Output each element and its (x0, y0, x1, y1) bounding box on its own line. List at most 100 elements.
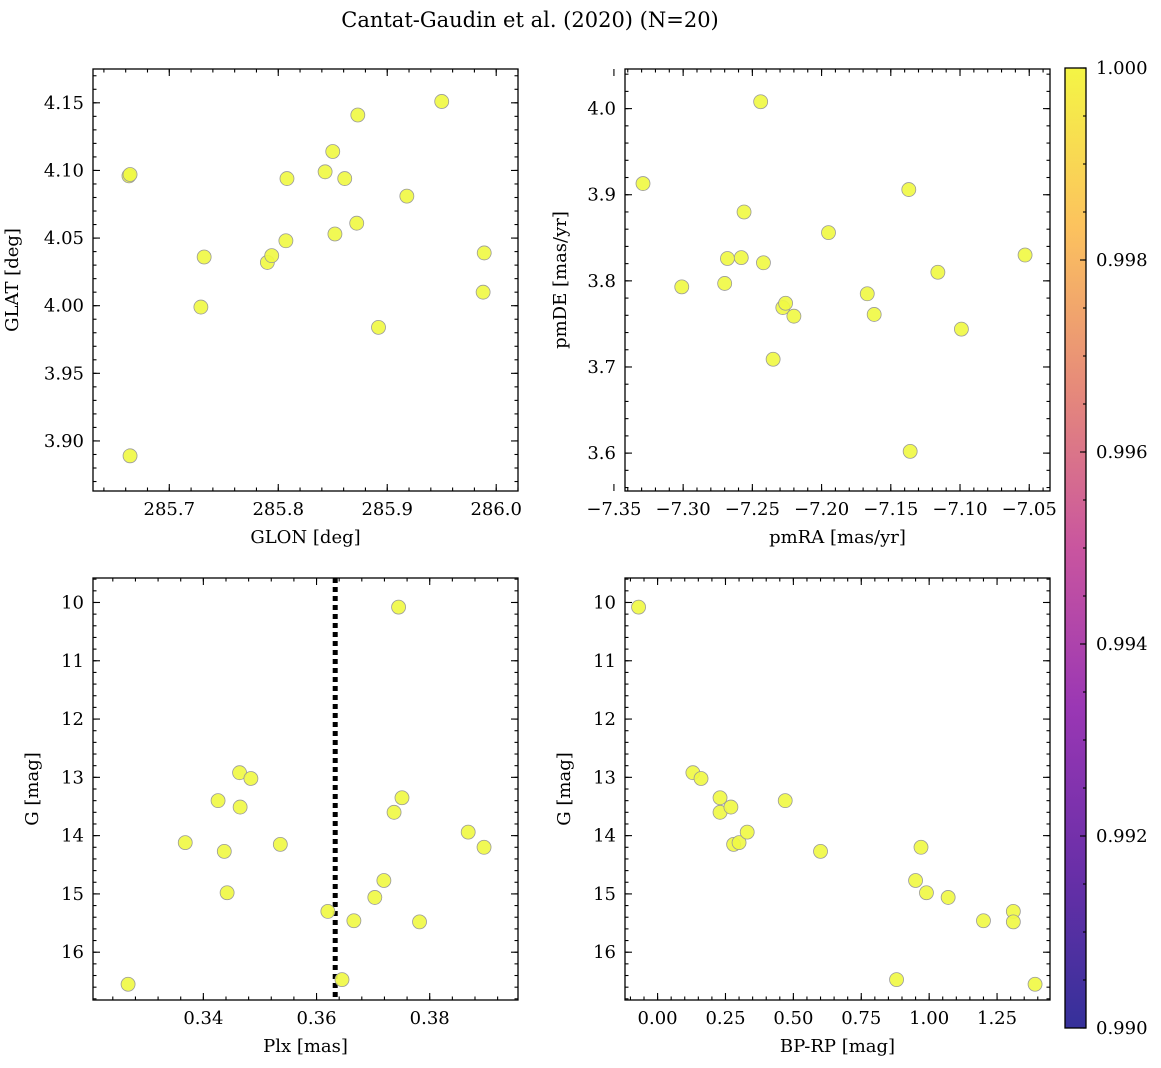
data-point (399, 188, 415, 204)
data-point (394, 790, 410, 806)
data-point (908, 873, 923, 888)
panel-plx-g: 0.34 0.36 0.38 10 11 12 13 14 15 16 Plx [mas] G [ma… (22, 577, 519, 1057)
data-point (902, 443, 918, 459)
data-point (940, 890, 956, 905)
x-axis-label: Plx [mas] (263, 1036, 348, 1057)
data-point (434, 94, 450, 109)
data-point (120, 976, 136, 992)
figure-title: Cantat-Gaudin et al. (2020) (N=20) (341, 8, 719, 32)
y-tick-label: 13 (593, 767, 616, 788)
data-point (712, 790, 728, 806)
x-tick-label: −7.15 (863, 499, 918, 520)
data-point (889, 972, 904, 987)
data-point (765, 351, 781, 367)
y-tick-label: 3.7 (587, 357, 616, 378)
data-point (786, 308, 802, 324)
y-tick-label: 3.90 (44, 431, 84, 452)
data-point (919, 885, 934, 901)
data-point (122, 167, 138, 182)
data-point (460, 824, 476, 840)
data-point (371, 319, 386, 335)
y-tick-label: 11 (593, 651, 616, 672)
data-point (723, 799, 739, 815)
data-point (1017, 247, 1033, 263)
data-point (278, 233, 294, 249)
y-axis-label: G [mag] (22, 752, 43, 825)
data-point (930, 264, 946, 280)
data-point (674, 279, 690, 295)
data-point (317, 164, 333, 180)
colorbar-tick-label: 0.994 (1096, 634, 1148, 655)
x-tick-label: −7.20 (794, 499, 849, 520)
data-point (736, 204, 752, 220)
y-tick-label: 16 (61, 942, 84, 963)
panel-bprp-g: 0.00 0.25 0.50 0.75 1.00 1.25 10 11 12 13 14 15 16 BP… (554, 577, 1051, 1057)
data-point (219, 885, 235, 901)
data-point (376, 873, 392, 888)
data-point (1005, 914, 1021, 930)
x-tick-label: −7.05 (1002, 499, 1057, 520)
y-tick-label: 3.95 (44, 363, 84, 384)
data-point (913, 839, 929, 855)
y-tick-label: 3.8 (587, 271, 616, 292)
data-point (334, 972, 350, 987)
data-point (475, 284, 491, 300)
data-point (693, 771, 709, 786)
data-point (813, 843, 828, 859)
data-point (232, 799, 248, 815)
panel-glon-glat: 285.7 285.8 285.9 286.0 3.90 3.95 4.00 4.05 4.10… (2, 68, 522, 548)
plot-frame (92, 577, 519, 1001)
data-point (210, 793, 226, 809)
y-tick-label: 11 (61, 651, 84, 672)
x-tick-label: 285.9 (361, 499, 413, 520)
data-point (350, 107, 366, 123)
x-tick-label: 0.50 (773, 1008, 813, 1029)
y-tick-label: 4.0 (587, 99, 616, 120)
x-axis-label: BP-RP [mag] (780, 1036, 895, 1057)
data-point (954, 321, 969, 337)
colorbar-tick-label: 0.998 (1096, 250, 1148, 271)
y-tick-label: 15 (61, 884, 84, 905)
y-tick-label: 13 (61, 767, 84, 788)
data-point (859, 286, 875, 302)
data-point (346, 913, 362, 929)
colorbar-tick-label: 0.996 (1096, 442, 1148, 463)
x-tick-label: 0.34 (183, 1008, 223, 1029)
y-tick-label: 14 (61, 826, 84, 847)
x-tick-label: 0.38 (410, 1008, 450, 1029)
y-tick-label: 4.00 (44, 296, 84, 317)
y-tick-label: 14 (593, 826, 616, 847)
x-axis-label: pmRA [mas/yr] (769, 527, 906, 548)
data-point (325, 144, 341, 159)
x-tick-label: 1.25 (977, 1008, 1017, 1029)
data-point (386, 804, 402, 820)
y-axis-label: pmDE [mas/yr] (550, 211, 571, 349)
data-point (349, 215, 365, 231)
x-tick-label: 0.36 (296, 1008, 336, 1029)
data-point (976, 913, 991, 929)
x-tick-label: 0.75 (841, 1008, 881, 1029)
data-point (631, 599, 646, 615)
colorbar-tick-label: 1.000 (1096, 58, 1148, 79)
colorbar: 0.990 0.992 0.994 0.996 0.998 1.000 (1064, 58, 1148, 1039)
data-point (1027, 976, 1043, 992)
data-point (320, 904, 336, 919)
data-point (866, 307, 882, 322)
data-point (279, 171, 295, 186)
data-point (193, 299, 209, 315)
y-tick-label: 3.6 (587, 443, 616, 464)
x-tick-label: 285.8 (252, 499, 304, 520)
data-point (733, 250, 749, 266)
y-axis-label: GLAT [deg] (2, 228, 23, 332)
y-tick-label: 10 (593, 592, 616, 613)
data-point (272, 836, 288, 852)
y-tick-label: 12 (593, 709, 616, 730)
data-point (367, 890, 383, 905)
x-tick-label: 0.25 (705, 1008, 745, 1029)
data-point (777, 793, 793, 809)
y-axis-label: G [mag] (554, 752, 575, 825)
x-axis-label: GLON [deg] (250, 527, 360, 548)
x-tick-label: 0.00 (638, 1008, 678, 1029)
data-point (739, 824, 755, 840)
data-point (177, 835, 193, 851)
